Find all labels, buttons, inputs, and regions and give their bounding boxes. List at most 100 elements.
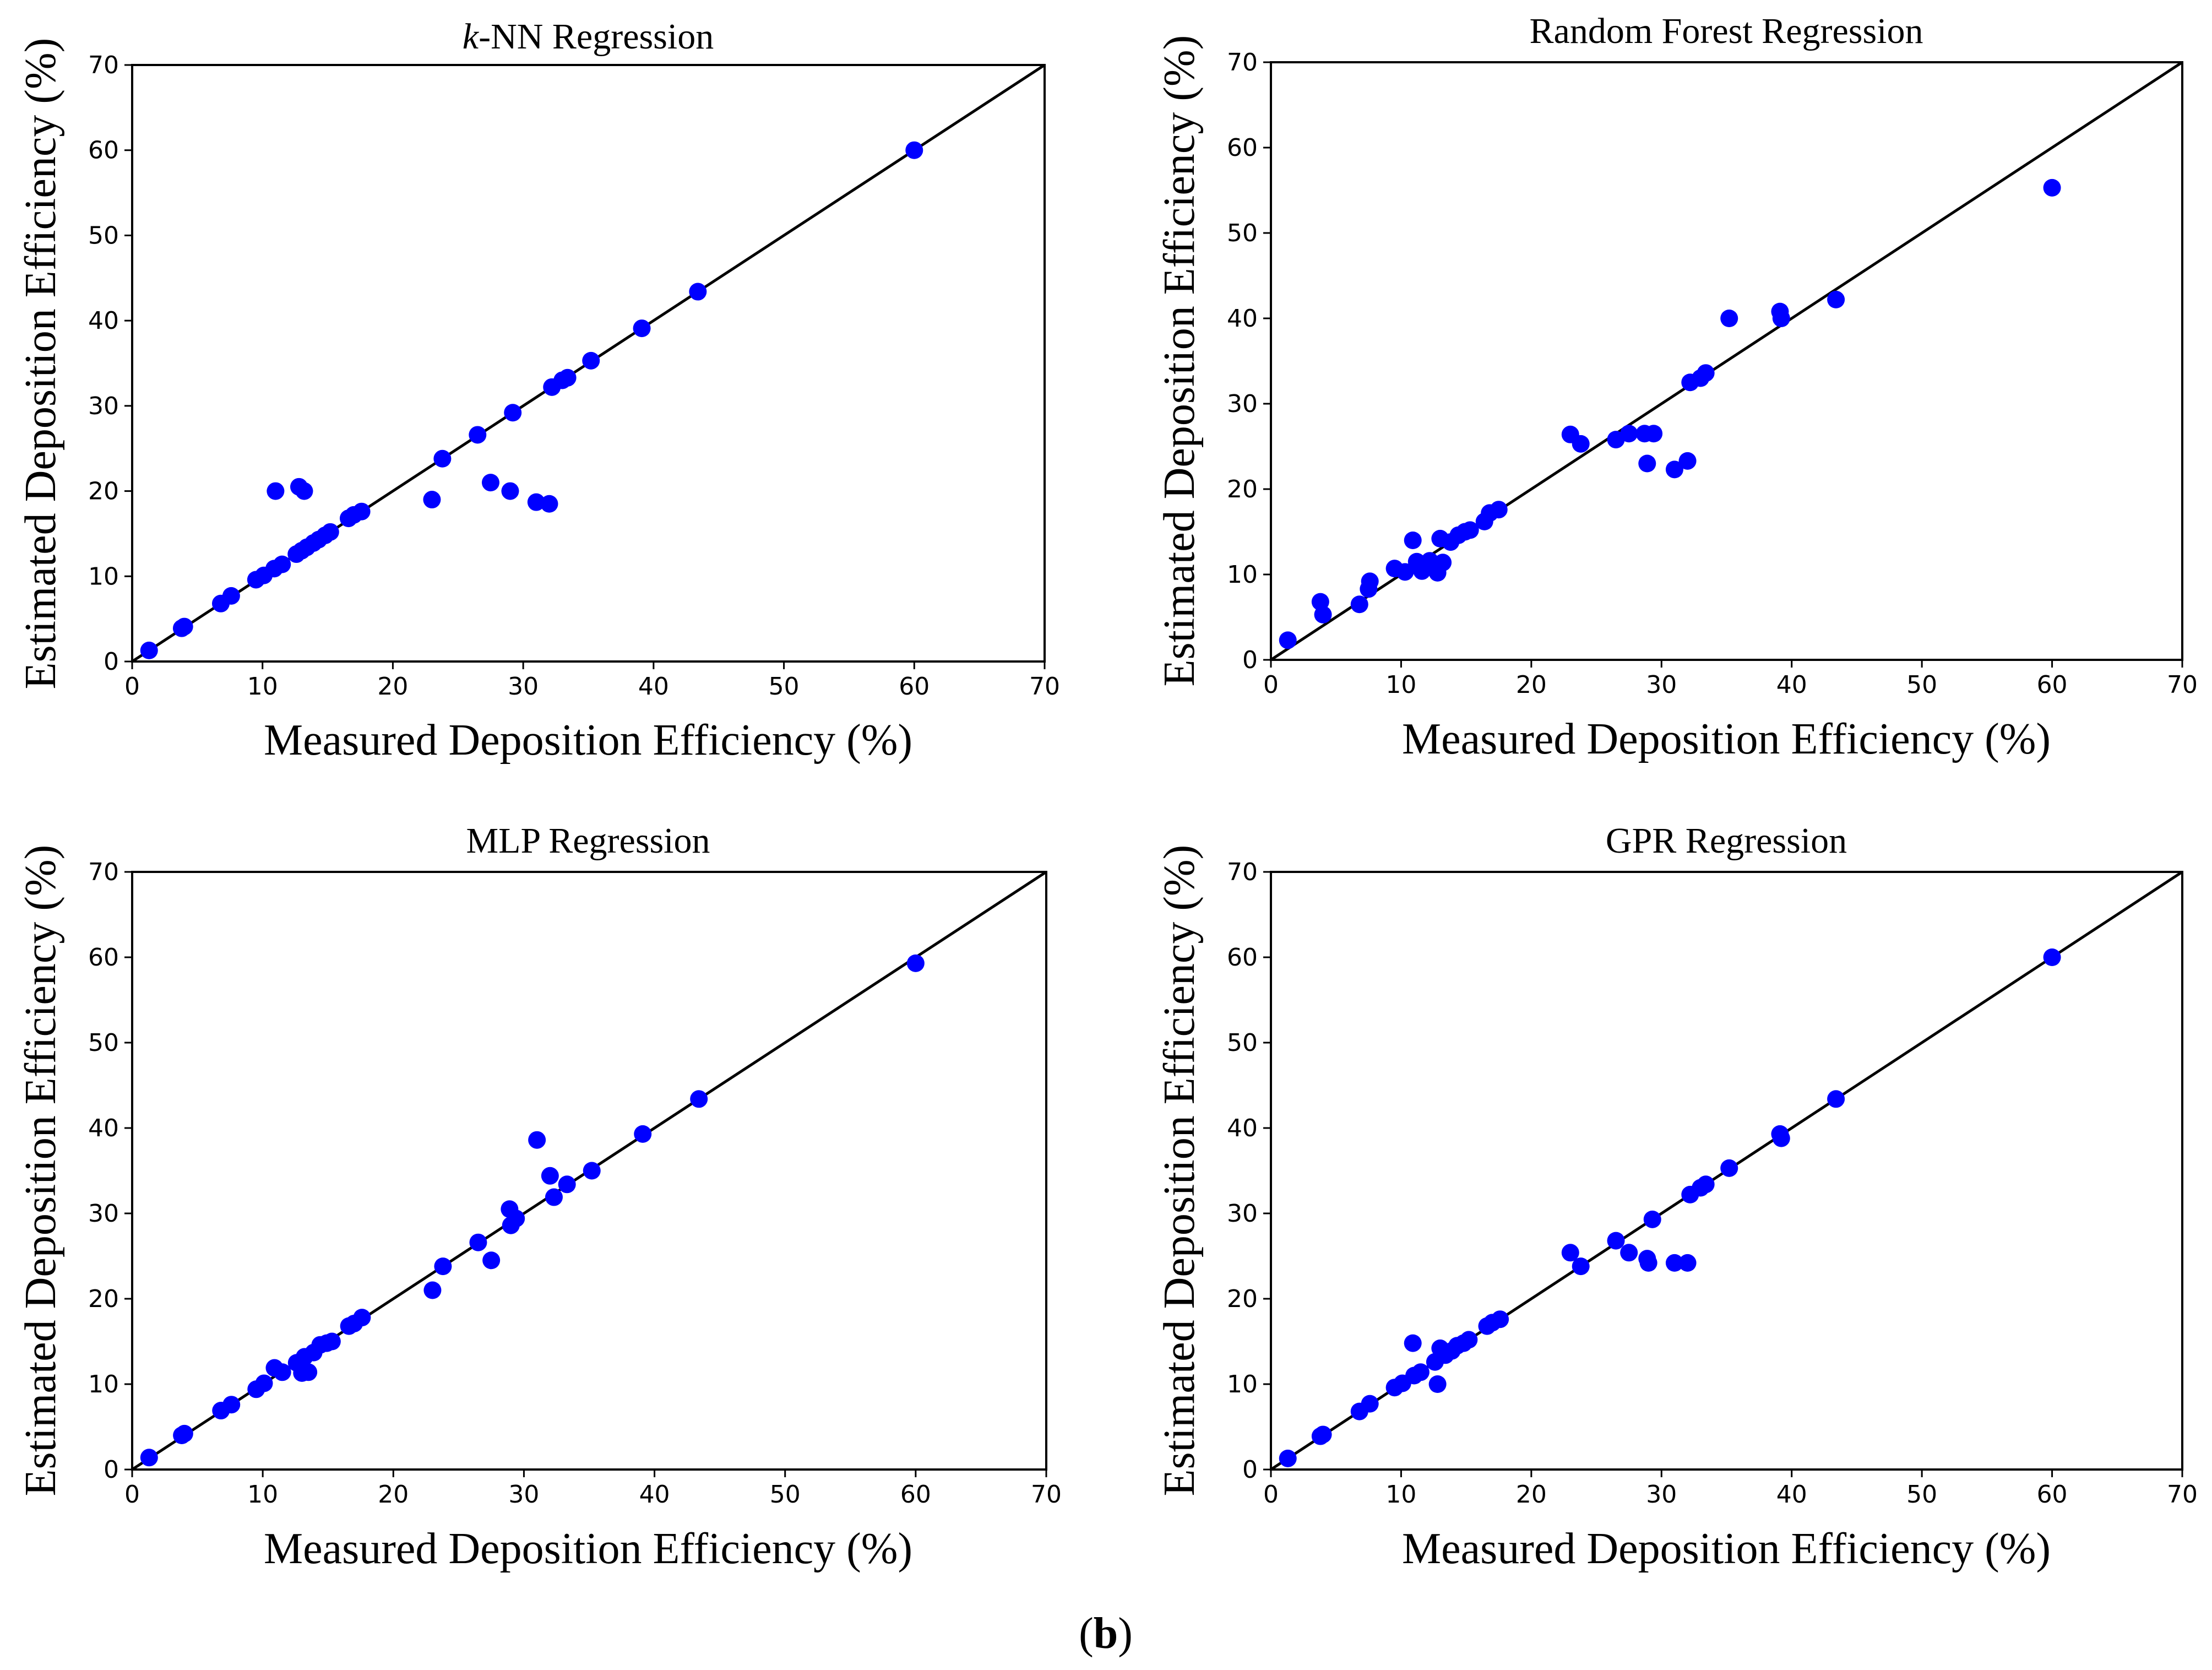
data-point	[1572, 435, 1590, 453]
x-tick-label: 40	[638, 673, 669, 701]
x-tick-label: 30	[508, 673, 539, 701]
data-point	[295, 482, 313, 500]
data-point	[1772, 310, 1790, 327]
x-tick-label: 0	[124, 673, 140, 701]
data-point	[1361, 1395, 1379, 1413]
data-point	[423, 491, 441, 509]
data-point	[582, 351, 600, 370]
data-point	[1350, 595, 1368, 614]
x-tick-label: 40	[1776, 1481, 1807, 1509]
data-point	[255, 1374, 273, 1392]
y-tick-label: 40	[88, 1114, 119, 1142]
data-point	[469, 426, 487, 444]
y-tick-label: 10	[88, 1370, 119, 1398]
data-point	[1665, 1254, 1683, 1272]
panel-gpr: GPR Regression 0 10 20 30 40 50 60 70 0 10 20 30 40 5…	[1155, 821, 2198, 1573]
data-point	[1678, 452, 1697, 470]
data-point	[2043, 178, 2061, 197]
data-point	[540, 495, 558, 513]
x-tick-label: 70	[2167, 671, 2198, 699]
x-tick-label: 20	[1516, 671, 1547, 699]
y-tick-label: 40	[1227, 1114, 1258, 1142]
x-tick-label: 10	[1385, 1481, 1416, 1509]
data-point	[504, 404, 522, 422]
caption-letter: b	[1094, 1609, 1118, 1658]
data-point	[267, 482, 285, 500]
y-tick-label: 0	[1242, 1456, 1258, 1484]
axes-frame	[131, 871, 1047, 1471]
data-point	[1411, 1363, 1430, 1381]
data-point	[689, 283, 707, 301]
chart-title-italic: k	[463, 17, 480, 57]
data-point	[469, 1233, 487, 1251]
chart-title: GPR Regression	[1606, 821, 1847, 861]
data-point	[1396, 563, 1414, 581]
data-point	[434, 1257, 452, 1276]
y-tick-label: 40	[1227, 305, 1258, 333]
x-tick-label: 70	[1029, 673, 1060, 701]
data-point	[300, 1363, 318, 1381]
x-axis-label: Measured Deposition Efficiency (%)	[1402, 715, 2051, 763]
y-tick-label: 30	[88, 392, 119, 420]
data-point	[1491, 1310, 1509, 1329]
x-tick-label: 10	[247, 673, 278, 701]
chart-title: Random Forest Regression	[1530, 11, 1923, 51]
data-point	[482, 1251, 501, 1270]
x-tick-label: 70	[1031, 1481, 1062, 1509]
y-tick-label: 70	[88, 51, 119, 79]
y-tick-label: 30	[88, 1200, 119, 1228]
panel-mlp: MLP Regression 0 10 20 30 40 50 60 70 0 10 20 30 40 5…	[17, 821, 1062, 1573]
data-point	[1404, 1334, 1422, 1352]
figure-caption: (b)	[1079, 1609, 1133, 1658]
x-tick-label: 60	[2037, 1481, 2068, 1509]
data-point	[1772, 1129, 1790, 1147]
data-point	[1638, 454, 1656, 473]
data-point	[1827, 1090, 1845, 1108]
x-tick-label: 0	[1263, 1481, 1279, 1509]
y-tick-label: 50	[88, 1029, 119, 1057]
data-point	[321, 523, 339, 541]
y-tick-label: 70	[1227, 48, 1258, 77]
y-tick-label: 0	[104, 648, 119, 676]
data-point	[1645, 425, 1663, 443]
y-tick-label: 30	[1227, 390, 1258, 418]
data-point	[1279, 631, 1297, 649]
data-point	[690, 1090, 708, 1108]
y-tick-label: 60	[1227, 134, 1258, 162]
x-axis-label: Measured Deposition Efficiency (%)	[264, 716, 912, 764]
y-tick-label: 70	[88, 858, 119, 886]
data-point	[1361, 572, 1379, 590]
x-tick-label: 40	[1776, 671, 1807, 699]
data-point	[905, 141, 923, 159]
y-axis-label: Estimated Deposition Efficiency (%)	[17, 38, 65, 690]
y-tick-label: 0	[104, 1456, 119, 1484]
chart-title-rest: -NN Regression	[479, 17, 714, 57]
data-point	[323, 1332, 341, 1351]
data-point	[633, 319, 651, 338]
x-tick-label: 10	[1385, 671, 1416, 699]
data-point	[175, 617, 193, 636]
data-point	[541, 1167, 559, 1185]
data-point	[558, 368, 577, 387]
x-tick-label: 40	[639, 1481, 670, 1509]
caption-close: )	[1118, 1609, 1133, 1658]
plot-area: 0 10 20 30 40 50 60 70 0 10 20 30 40 50 60 70	[1227, 48, 2198, 699]
data-point	[1678, 1254, 1697, 1272]
y-tick-label: 40	[88, 307, 119, 335]
data-point	[545, 1188, 563, 1206]
data-point	[1461, 521, 1479, 539]
y-tick-label: 20	[1227, 475, 1258, 503]
x-axis-label: Measured Deposition Efficiency (%)	[264, 1525, 912, 1573]
y-tick-label: 60	[88, 137, 119, 165]
y-tick-label: 30	[1227, 1200, 1258, 1228]
data-point	[140, 1449, 158, 1467]
data-point	[1490, 501, 1508, 519]
data-point	[1697, 364, 1715, 382]
data-point	[352, 502, 371, 520]
y-tick-label: 20	[88, 478, 119, 506]
panel-knn: k-NN Regression 0 10 20 30 40 50 60 70 0 10 20 30 40…	[17, 17, 1060, 764]
data-point	[1279, 1449, 1297, 1467]
x-tick-label: 50	[1906, 671, 1937, 699]
